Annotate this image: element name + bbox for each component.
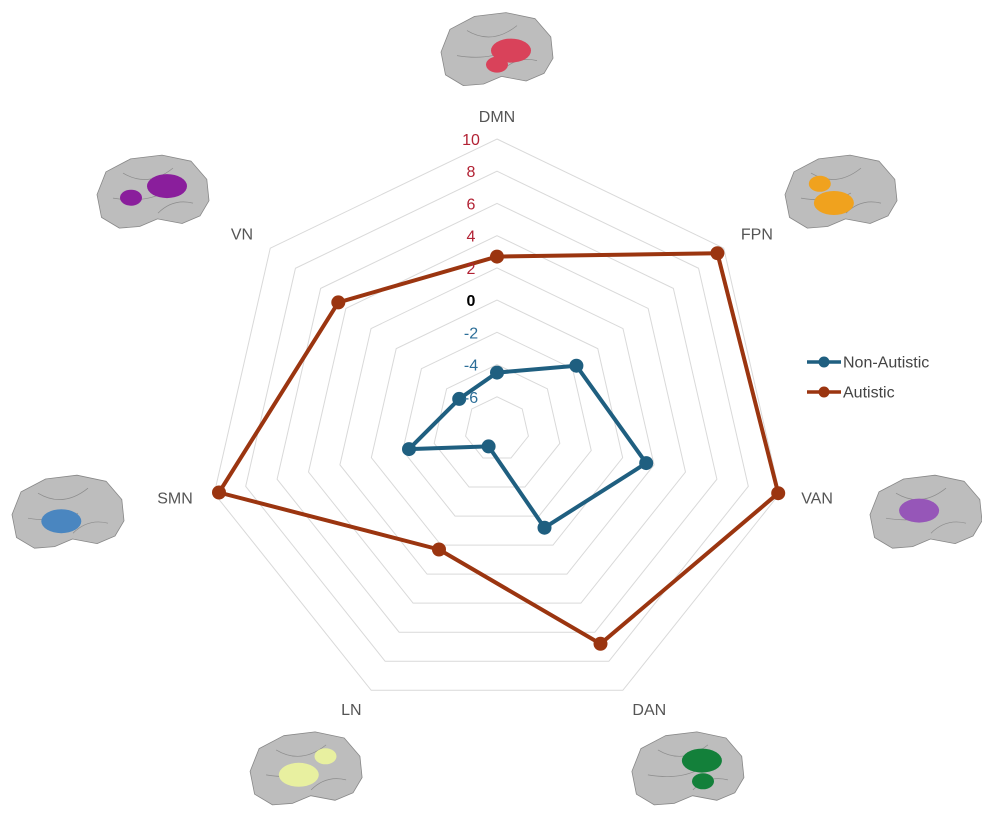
legend-item-non-autistic: Non-Autistic [807,355,929,372]
series-layer [212,246,786,651]
tick-label: 6 [467,196,476,213]
grid-ring [433,364,561,488]
grid-ring [370,299,624,546]
brain-van-icon [869,474,982,549]
data-point-autistic-vn [331,295,346,310]
brain-network-region [491,38,531,63]
data-point-autistic-dan [593,636,608,651]
brain-network-region [808,175,831,192]
data-point-non-autistic-ln [481,439,496,454]
series-non-autistic [402,358,654,535]
tick-label: -2 [464,325,478,342]
brain-network-region [147,174,187,199]
grid-ring [402,331,592,517]
tick-label: 2 [467,261,476,278]
brain-network-region [314,748,337,765]
brain-outline [784,154,898,229]
axis-label-fpn: FPN [741,227,773,244]
legend-label: Autistic [843,385,895,402]
brain-smn-icon [11,474,125,549]
grid-ring [339,267,655,575]
tick-label: 4 [467,229,476,246]
brain-network-region [486,56,508,73]
tick-label: 10 [462,132,480,149]
brain-network-region [278,762,319,787]
brain-network-region [903,503,926,520]
legend: Non-Autistic Autistic [807,355,929,402]
brain-network-region [813,191,854,215]
series-line-autistic [217,251,781,646]
brain-network-region [52,512,75,528]
legend-swatch-marker [818,356,830,368]
grid-ring [213,138,781,691]
axis-label-ln: LN [341,702,361,719]
brain-network-region [120,189,142,206]
series-autistic [212,246,786,651]
data-point-non-autistic-van [639,456,654,471]
grid-ring [245,170,749,662]
data-point-autistic-smn [212,485,226,500]
tick-labels: 10 8 6 4 2 0 -2 -4 -6 [462,132,480,407]
brain-network-region [681,748,722,773]
brain-fpn-icon [784,154,898,229]
tick-label: 0 [467,293,476,310]
data-point-non-autistic-vn [452,391,467,406]
brain-thumbnails [11,12,982,806]
legend-label: Non-Autistic [843,355,929,372]
brain-dan-icon [631,731,745,806]
data-point-autistic-fpn [710,246,725,261]
axis-label-dan: DAN [632,702,666,719]
axis-label-van: VAN [801,490,833,507]
tick-label: -6 [464,390,478,407]
series-line-non-autistic [407,363,649,530]
data-point-non-autistic-smn [402,442,416,457]
radar-grid [213,138,781,691]
axis-label-vn: VN [231,227,253,244]
brain-network-region [692,773,714,790]
axis-labels: DMN FPN VAN DAN LN SMN VN [157,109,833,719]
grid-ring [307,235,687,604]
tick-label: -4 [464,358,478,375]
data-point-non-autistic-dan [537,520,552,535]
data-point-autistic-ln [432,542,446,557]
legend-swatch-marker [818,386,830,398]
grid-ring [276,202,718,633]
data-point-autistic-van [771,486,786,501]
data-point-non-autistic-fpn [569,358,584,373]
legend-item-autistic: Autistic [807,385,895,402]
axis-label-dmn: DMN [479,109,515,126]
axis-label-smn: SMN [157,490,193,507]
tick-label: 8 [467,164,476,181]
data-point-non-autistic-dmn [490,365,504,380]
data-point-autistic-dmn [490,249,504,264]
brain-vn-icon [96,154,210,229]
brain-dmn-icon [440,12,554,86]
brain-ln-icon [249,731,363,806]
